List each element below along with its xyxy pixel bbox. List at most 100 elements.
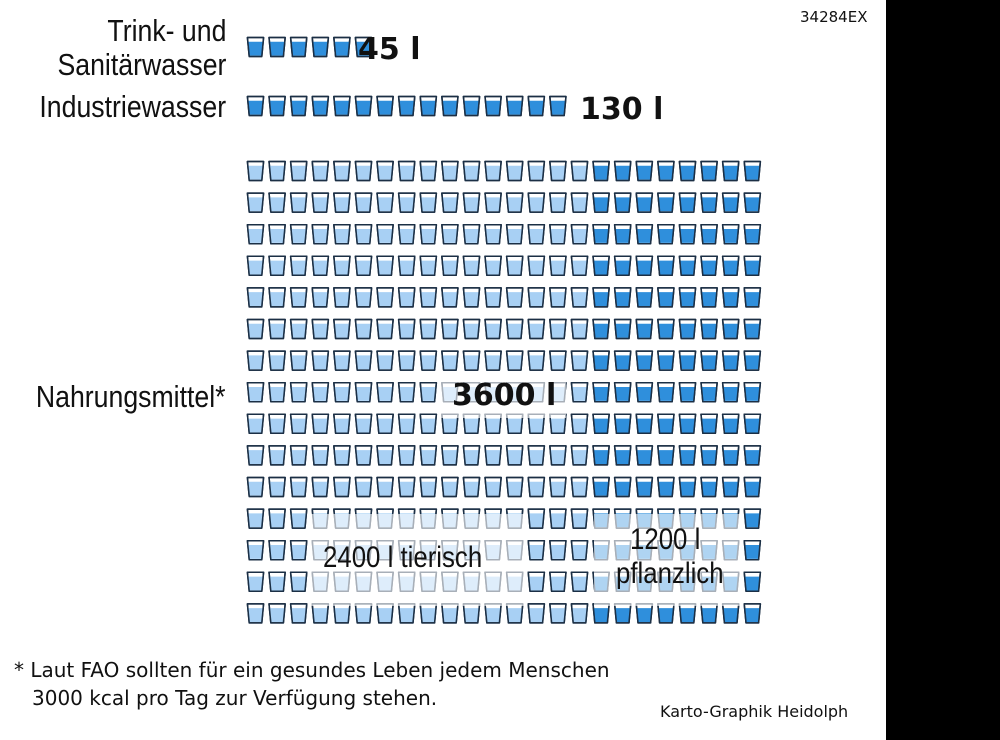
glass-food-animal [289,476,308,498]
glass-food-animal [289,192,308,213]
glass-food-animal [311,445,330,466]
glass-food-animal [549,476,567,498]
glass-food-animal [397,381,416,403]
glass-food-plant [700,160,718,182]
glass-food-animal [549,192,567,213]
glass-food-animal [376,381,394,403]
glass-food-plant [721,160,740,182]
glass-food-animal [505,476,524,498]
glass-food-animal [397,192,416,213]
glass-food-animal [505,192,524,213]
glass-food-plant [657,318,675,340]
glass-food-animal [462,445,481,466]
glass-food-animal [462,255,481,277]
category-label-industrial: Industriewasser [39,89,226,124]
glass-food-animal [246,350,265,371]
glass-food-animal [570,318,589,340]
glass-food-animal [397,318,416,340]
glass-food-plant [657,381,675,403]
glass-food-animal [354,255,373,277]
glass-food-plant [678,192,697,213]
glass-food-animal [527,571,546,593]
infographic-panel: 34284EX Trink- und Sanitärwasser Industr… [0,0,886,740]
glass-food-animal [268,160,286,182]
glass-food-plant [592,255,610,277]
glass-food-animal [354,445,373,466]
glass-food-plant [657,350,675,371]
glass-food-animal [570,223,589,245]
glass-food-animal [397,445,416,466]
glass-food-plant [613,476,632,498]
glass-food-plant [743,223,762,245]
glass-food-animal [246,255,265,277]
glass-food-animal [376,255,394,277]
glass-food-plant [635,287,654,308]
glass-food-animal [527,160,546,182]
glass-food-plant [657,603,675,624]
glass-food-animal [246,318,265,340]
glass-food-animal [289,571,308,593]
glass-food-animal [268,445,286,466]
footnote-line1: * Laut FAO sollten für ein gesundes Lebe… [14,658,610,682]
glass-food-plant [592,318,610,340]
glass-food-plant [743,413,762,435]
glass-food-animal [311,381,330,403]
glass-food-animal [289,223,308,245]
glass-food-plant [721,318,740,340]
glass-food-animal [354,413,373,435]
glass-food-animal [549,350,567,371]
glass-food-animal [246,508,265,529]
glass-food-animal [527,445,546,466]
glass-food-animal [505,160,524,182]
glass-food-plant [635,223,654,245]
category-label-line1: Trink- und [106,13,226,48]
glass-food-animal [527,192,546,213]
glass-food-animal [268,476,286,498]
glass-food-animal [527,287,546,308]
glass-food-animal [268,350,286,371]
glass-food-animal [462,160,481,182]
glass-food-plant [635,413,654,435]
glass-food-animal [333,287,351,308]
glass-food-animal [333,192,351,213]
glass-food-animal [311,603,330,624]
glass-food-plant [721,350,740,371]
glass-food-animal [311,476,330,498]
glass-food-animal [333,223,351,245]
glass-food-animal [549,223,567,245]
glass-food-animal [268,603,286,624]
breakdown-label-plant-line2: pflanzlich [616,557,724,590]
glass-food-animal [311,192,330,213]
glass-industrial [333,95,351,117]
glass-drinking [268,36,286,58]
glass-food-animal [268,318,286,340]
glass-food-animal [484,287,502,308]
glass-food-animal [570,350,589,371]
glass-food-animal [354,223,373,245]
glass-food-animal [462,318,481,340]
glass-industrial [462,95,481,117]
glass-industrial [419,95,438,117]
glass-food-animal [354,318,373,340]
glass-food-animal [570,603,589,624]
highlight-animal-block [310,514,526,606]
glass-food-animal [462,192,481,213]
glass-food-animal [333,350,351,371]
glass-food-animal [311,318,330,340]
glass-drinking [333,36,351,58]
glass-food-animal [549,318,567,340]
glass-food-animal [354,160,373,182]
glass-food-plant [700,223,718,245]
glass-food-plant [700,603,718,624]
glass-food-animal [419,318,438,340]
glass-food-animal [484,223,502,245]
value-label-industrial: 130 l [580,92,664,127]
glass-food-plant [592,381,610,403]
glass-food-plant [635,160,654,182]
glass-food-plant [613,445,632,466]
glass-food-plant [721,603,740,624]
glass-food-plant [721,476,740,498]
glass-food-animal [397,255,416,277]
glass-food-animal [570,539,589,561]
glass-food-plant [657,287,675,308]
